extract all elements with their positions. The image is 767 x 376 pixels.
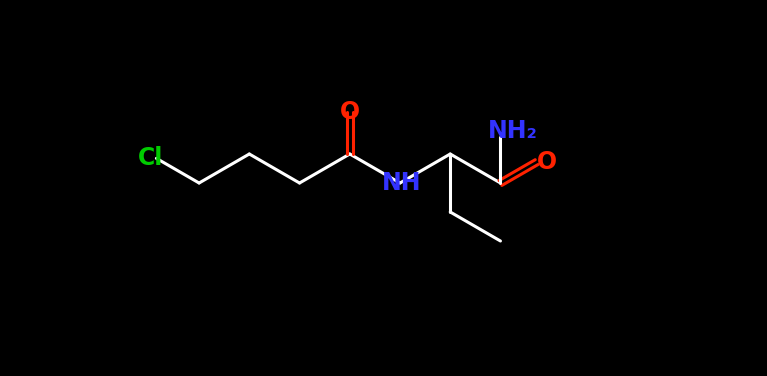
Text: Cl: Cl	[138, 146, 163, 170]
Text: O: O	[340, 100, 360, 124]
Text: NH: NH	[382, 171, 422, 195]
Text: O: O	[537, 150, 557, 174]
Text: NH₂: NH₂	[488, 118, 538, 143]
